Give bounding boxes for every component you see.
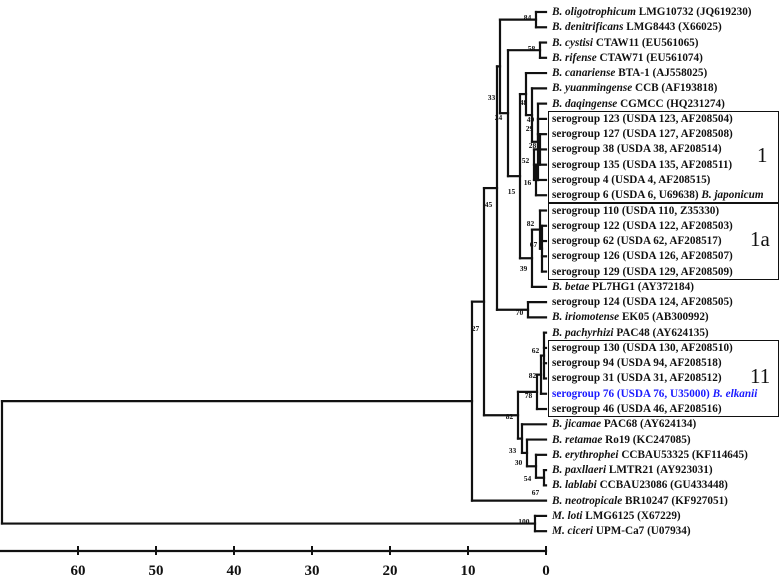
leaf-label: serogroup 31 (USDA 31, AF208512): [552, 372, 722, 385]
bootstrap-value: 82: [505, 412, 514, 422]
bootstrap-value: 62: [531, 345, 540, 355]
leaf-label: serogroup 4 (USDA 4, AF208515): [552, 173, 711, 186]
leaf-label: serogroup 129 (USDA 129, AF208509): [552, 265, 733, 278]
leaf-label: serogroup 94 (USDA 94, AF208518): [552, 357, 722, 370]
bootstrap-value: 84: [523, 13, 532, 22]
leaf-label: B. paxllaeri LMTR21 (AY923031): [552, 464, 713, 477]
leaf-label: serogroup 38 (USDA 38, AF208514): [552, 143, 722, 156]
bootstrap-value: 70: [515, 308, 524, 318]
axis-tick-label: 50: [148, 563, 164, 579]
bootstrap-value: 33: [487, 92, 496, 102]
bootstrap-value: 48: [519, 97, 528, 107]
bootstrap-value: 82: [526, 218, 535, 228]
serogroup-label: 1: [757, 143, 768, 168]
leaf-label: B. betae PL7HG1 (AY372184): [552, 280, 694, 293]
leaf-label: serogroup 126 (USDA 126, AF208507): [552, 250, 733, 263]
serogroup-label: 11: [750, 364, 771, 389]
leaf-label: B. retamae Ro19 (KC247085): [552, 433, 691, 446]
leaf-label: M. ciceri UPM-Ca7 (U07934): [552, 525, 691, 538]
serogroup-box: [548, 202, 779, 280]
bootstrap-value: 52: [521, 155, 530, 165]
bootstrap-value: 24: [494, 112, 503, 122]
axis-tick-label: 10: [460, 563, 476, 579]
bootstrap-value: 15: [507, 186, 516, 196]
leaf-label: B. cystisi CTAW11 (EU561065): [552, 36, 699, 49]
leaf-label: B. oligotrophicum LMG10732 (JQ619230): [552, 6, 752, 18]
leaf-label: serogroup 135 (USDA 135, AF208511): [552, 158, 733, 171]
bootstrap-value: 16: [523, 177, 532, 187]
leaf-label: B. jicamae PAC68 (AY624134): [552, 418, 697, 431]
bootstrap-value: 29: [525, 124, 534, 134]
serogroup-label: 1a: [750, 227, 770, 252]
leaf-label: M. loti LMG6125 (X67229): [552, 509, 681, 522]
leaf-label: serogroup 110 (USDA 110, Z35330): [552, 204, 720, 217]
leaf-label: B. canariense BTA-1 (AJ558025): [552, 67, 708, 80]
leaf-label: B. denitrificans LMG8443 (X66025): [552, 21, 722, 34]
bootstrap-value: 100: [518, 516, 530, 526]
leaf-label: serogroup 6 (USDA 6, U69638) B. japonicu…: [552, 189, 764, 202]
bootstrap-value: 67: [531, 487, 540, 497]
axis-tick-label: 60: [70, 563, 86, 579]
leaf-label: B. pachyrhizi PAC48 (AY624135): [552, 326, 709, 339]
leaf-label: serogroup 123 (USDA 123, AF208504): [552, 112, 733, 125]
leaf-label: B. lablabi CCBAU23086 (GU433448): [552, 479, 728, 492]
leaf-label: B. rifense CTAW71 (EU561074): [552, 51, 703, 64]
bootstrap-value: 82: [528, 371, 537, 381]
axis-tick-label: 0: [542, 563, 550, 579]
leaf-label: serogroup 127 (USDA 127, AF208508): [552, 128, 733, 141]
leaf-label: serogroup 62 (USDA 62, AF208517): [552, 235, 722, 248]
leaf-label: B. neotropicale BR10247 (KF927051): [552, 494, 728, 507]
leaf-label: serogroup 122 (USDA 122, AF208503): [552, 219, 733, 232]
bootstrap-value: 39: [519, 263, 528, 273]
leaf-label: serogroup 76 (USDA 76, U35000) B. elkani…: [552, 387, 758, 400]
bootstrap-value: 58: [527, 43, 536, 53]
bootstrap-value: 67: [529, 240, 538, 250]
leaf-label: serogroup 130 (USDA 130, AF208510): [552, 341, 733, 354]
axis-tick-label: 30: [304, 563, 320, 579]
axis-tick-label: 20: [382, 563, 398, 579]
bootstrap-value: 33: [508, 445, 517, 455]
serogroup-box: [548, 339, 779, 418]
leaf-label: B. erythrophei CCBAU53325 (KF114645): [552, 448, 748, 461]
bootstrap-value: 54: [523, 474, 532, 484]
bootstrap-value: 49: [526, 114, 535, 124]
leaf-label: serogroup 46 (USDA 46, AF208516): [552, 403, 722, 416]
leaf-label: B. iriomotense EK05 (AB300992): [552, 311, 709, 324]
bootstrap-value: 28: [528, 141, 537, 151]
bootstrap-value: 30: [514, 458, 523, 468]
bootstrap-value: 27: [471, 323, 480, 333]
serogroup-box: [548, 110, 779, 204]
axis-tick-label: 40: [226, 563, 242, 579]
bootstrap-value: 45: [484, 199, 493, 209]
bootstrap-value: 78: [524, 391, 533, 401]
leaf-label: B. daqingense CGMCC (HQ231274): [552, 97, 725, 110]
leaf-label: B. yuanmingense CCB (AF193818): [552, 82, 718, 95]
leaf-label: serogroup 124 (USDA 124, AF208505): [552, 296, 733, 309]
